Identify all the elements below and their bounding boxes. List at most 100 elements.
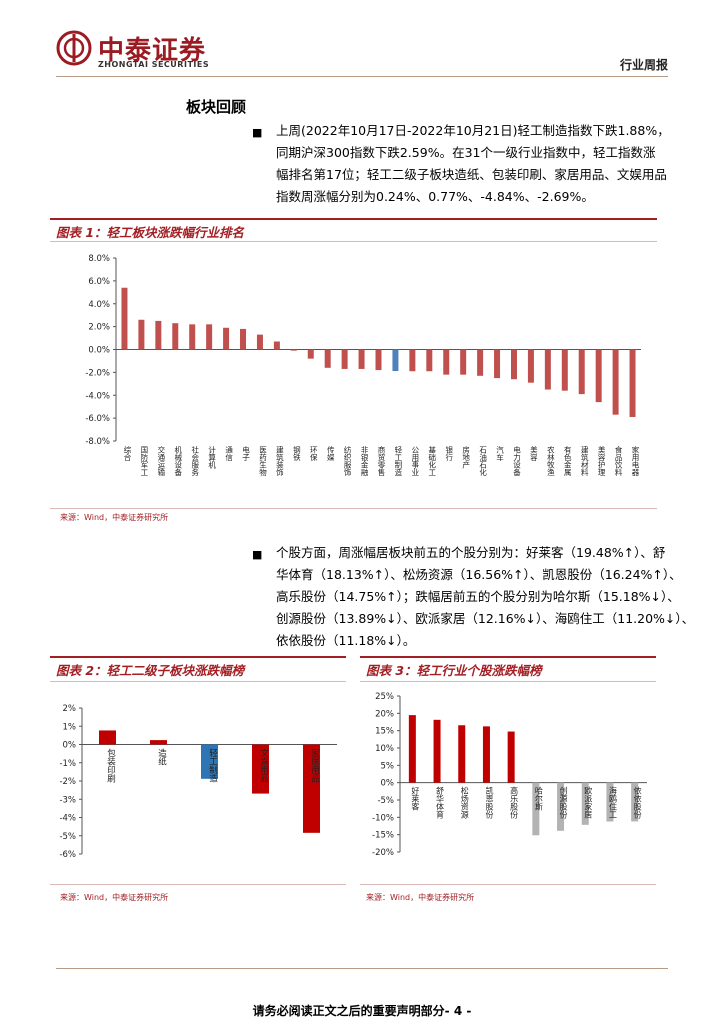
y-tick-label: 15% (375, 727, 394, 737)
figure1-title: 图表 1：轻工板块涨跌幅行业排名 (56, 225, 245, 240)
section-title: 板块回顾 (186, 98, 247, 116)
bar (392, 349, 399, 372)
bar (273, 341, 280, 350)
y-tick-label: -8.0% (85, 437, 110, 447)
bar (532, 782, 540, 836)
header-rule (56, 76, 668, 77)
summary-paragraph: 上周(2022年10月17日-2022年10月21日)轻工制造指数下跌1.88%… (276, 120, 708, 208)
category-label: 轻工制造 (394, 445, 403, 478)
summary-line: 幅排名第17位；轻工二级子板块造纸、包装印刷、家居用品、文娱用品 (276, 167, 667, 182)
stocks-line: 高乐股份（14.75%↑）；跌幅居前五的个股分别为哈尔斯（15.18%↓）、 (276, 589, 680, 604)
category-label: 建筑装饰 (275, 445, 284, 478)
bar (375, 349, 382, 371)
category-label: 公用事业 (411, 446, 420, 476)
figure3-bottom-rule (360, 884, 656, 885)
category-label: 家用电器 (631, 445, 640, 478)
bullet-square-icon: ■ (252, 126, 263, 139)
category-label: 美容 (529, 445, 538, 463)
bar (561, 349, 568, 391)
bar (240, 328, 247, 350)
category-label: 包装印刷 (106, 748, 116, 784)
chart-stocks: 25% 20% 15% 10% 5% 0% -5% -10% -15% -20% 好莱客 舒华体育 松炀… (372, 692, 647, 858)
bar (527, 349, 534, 383)
bar (408, 715, 416, 783)
chart-sub-sector: 2% 1% 0% -1% -2% -3% -4% -5% -6% 包装印刷 造纸 轻工制造 文娱用品 家居… (59, 704, 337, 860)
category-label: 钢铁 (292, 445, 301, 463)
category-label: 计算机 (207, 445, 216, 470)
y-tick-label: 0.0% (88, 346, 110, 356)
y-tick-label: 1% (63, 722, 77, 732)
report-type: 行业周报 (619, 58, 668, 72)
chart-industry-ranking: 8.0% 6.0% 4.0% 2.0% 0.0% -2.0% -4.0% -6.0% -8.0%… (85, 254, 641, 478)
category-label: 医药生物 (258, 446, 267, 478)
y-tick-label: 0% (63, 741, 77, 751)
category-label: 松炀资源 (460, 786, 469, 820)
bar (155, 320, 162, 350)
y-tick-label: -2% (59, 777, 76, 787)
y-tick-label: 20% (375, 709, 394, 719)
figure3-title: 图表 3：轻工行业个股涨跌幅榜 (366, 663, 542, 678)
bar (358, 349, 365, 369)
y-tick-label: 10% (375, 744, 394, 754)
category-label: 欧派家居 (584, 786, 593, 820)
category-label: 创源股份 (559, 786, 568, 820)
category-label: 美容护理 (597, 445, 606, 477)
y-tick-label: 0% (381, 779, 395, 789)
y-tick-label: -5% (59, 832, 76, 842)
stocks-line: 依依股份（11.18%↓）。 (276, 633, 416, 648)
bar (307, 349, 314, 359)
y-tick-label: 2% (63, 704, 77, 714)
bar (494, 349, 501, 379)
stocks-paragraph: 个股方面，周涨幅居板块前五的个股分别为：好莱客（19.48%↑）、舒 华体育（1… (276, 542, 708, 652)
y-tick-label: 6.0% (88, 277, 110, 287)
y-tick-label: -4% (59, 814, 76, 824)
figure2-sub-rule (50, 681, 346, 682)
bar (290, 349, 297, 351)
figure2-source: 来源：Wind，中泰证券研究所 (60, 893, 169, 902)
category-label: 综合 (123, 445, 132, 463)
bar (581, 782, 589, 825)
stocks-line: 华体育（18.13%↑）、松炀资源（16.56%↑）、凯恩股份（16.24%↑）… (276, 567, 682, 582)
y-tick-label: -1% (59, 759, 76, 769)
bar (460, 349, 467, 375)
category-label: 传媒 (326, 445, 335, 463)
category-label: 银行 (444, 446, 453, 463)
category-label: 轻工制造 (208, 748, 218, 784)
category-label: 食品饮料 (614, 445, 623, 478)
bar (150, 740, 167, 745)
bar (172, 323, 179, 350)
bar (99, 730, 116, 745)
bar (606, 782, 614, 822)
figure2-top-rule (50, 656, 346, 658)
category-label: 造纸 (157, 748, 167, 767)
category-label: 依依股份 (633, 786, 642, 820)
category-label: 电力设备 (512, 445, 521, 478)
bar (426, 349, 433, 372)
footer-rule (56, 968, 668, 969)
bar (409, 349, 416, 372)
bullet-square-icon: ■ (252, 548, 263, 561)
bar (612, 349, 619, 415)
y-tick-label: 4.0% (88, 300, 110, 310)
category-label: 机械设备 (174, 445, 183, 478)
y-tick-label: 5% (381, 761, 395, 771)
category-label: 国防军工 (140, 446, 149, 477)
category-label: 通信 (224, 445, 233, 463)
brand-name-en: ZHONGTAI SECURITIES (98, 60, 210, 69)
category-label: 房地产 (461, 445, 470, 470)
bar (629, 349, 636, 417)
y-tick-label: -10% (372, 813, 394, 823)
bar (458, 725, 466, 783)
bar (303, 744, 320, 833)
y-tick-label: -6% (59, 850, 76, 860)
stocks-line: 创源股份（13.89%↓）、欧派家居（12.16%↓）、海鸥住工（11.20%↓… (276, 611, 695, 626)
brand-name-cn: 中泰证券 (98, 36, 207, 66)
bar (121, 287, 128, 350)
figure3-sub-rule (360, 681, 656, 682)
summary-line: 同期沪深300指数下跌2.59%。在31个一级行业指数中，轻工指数涨 (276, 145, 656, 160)
bar (223, 327, 230, 350)
category-label: 基础化工 (428, 445, 437, 477)
y-tick-label: -2.0% (85, 368, 110, 378)
bar (477, 349, 484, 376)
bar (252, 744, 269, 794)
